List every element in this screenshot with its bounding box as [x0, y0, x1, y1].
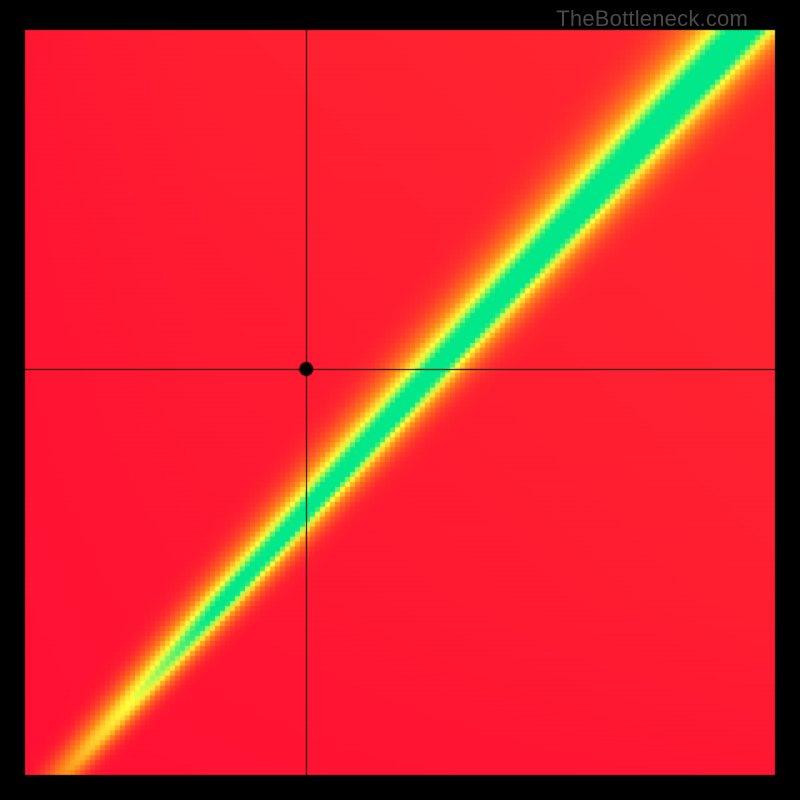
heatmap-canvas [0, 0, 800, 800]
watermark-text: TheBottleneck.com [556, 6, 748, 32]
chart-container: TheBottleneck.com [0, 0, 800, 800]
